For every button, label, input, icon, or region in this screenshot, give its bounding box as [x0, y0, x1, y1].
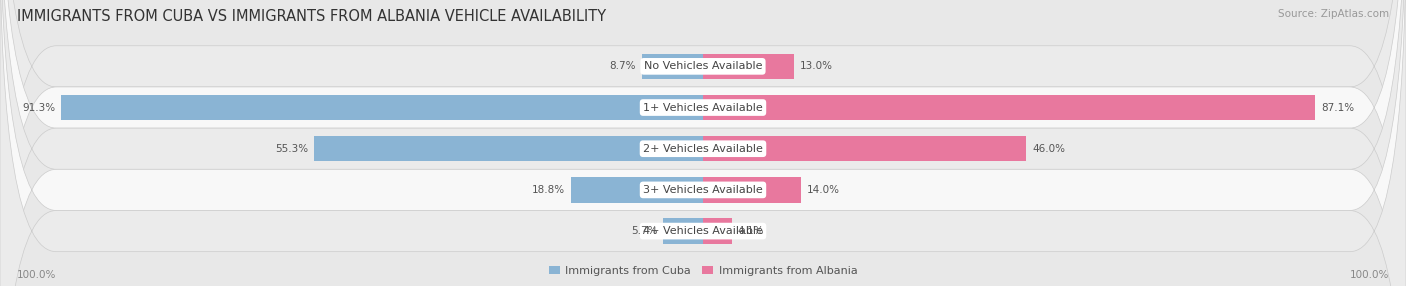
Bar: [703, 177, 801, 203]
Bar: [571, 177, 703, 203]
Text: 13.0%: 13.0%: [800, 61, 832, 71]
Legend: Immigrants from Cuba, Immigrants from Albania: Immigrants from Cuba, Immigrants from Al…: [544, 261, 862, 281]
Bar: [703, 218, 731, 244]
Text: 4.1%: 4.1%: [738, 226, 763, 236]
Text: 5.7%: 5.7%: [631, 226, 657, 236]
Text: IMMIGRANTS FROM CUBA VS IMMIGRANTS FROM ALBANIA VEHICLE AVAILABILITY: IMMIGRANTS FROM CUBA VS IMMIGRANTS FROM …: [17, 9, 606, 23]
Text: 4+ Vehicles Available: 4+ Vehicles Available: [643, 226, 763, 236]
Bar: [643, 53, 703, 79]
Text: 46.0%: 46.0%: [1032, 144, 1064, 154]
Text: 18.8%: 18.8%: [531, 185, 565, 195]
Text: 1+ Vehicles Available: 1+ Vehicles Available: [643, 103, 763, 112]
Text: No Vehicles Available: No Vehicles Available: [644, 61, 762, 71]
Text: 55.3%: 55.3%: [276, 144, 309, 154]
Bar: [315, 136, 703, 162]
Bar: [703, 53, 794, 79]
Text: 87.1%: 87.1%: [1322, 103, 1354, 112]
Text: Source: ZipAtlas.com: Source: ZipAtlas.com: [1278, 9, 1389, 19]
Text: 8.7%: 8.7%: [610, 61, 637, 71]
Bar: [60, 95, 703, 120]
Text: 2+ Vehicles Available: 2+ Vehicles Available: [643, 144, 763, 154]
Text: 100.0%: 100.0%: [17, 270, 56, 280]
Text: 14.0%: 14.0%: [807, 185, 839, 195]
Text: 91.3%: 91.3%: [22, 103, 56, 112]
Bar: [703, 95, 1316, 120]
Bar: [664, 218, 703, 244]
Text: 3+ Vehicles Available: 3+ Vehicles Available: [643, 185, 763, 195]
Bar: [703, 136, 1026, 162]
Text: 100.0%: 100.0%: [1350, 270, 1389, 280]
